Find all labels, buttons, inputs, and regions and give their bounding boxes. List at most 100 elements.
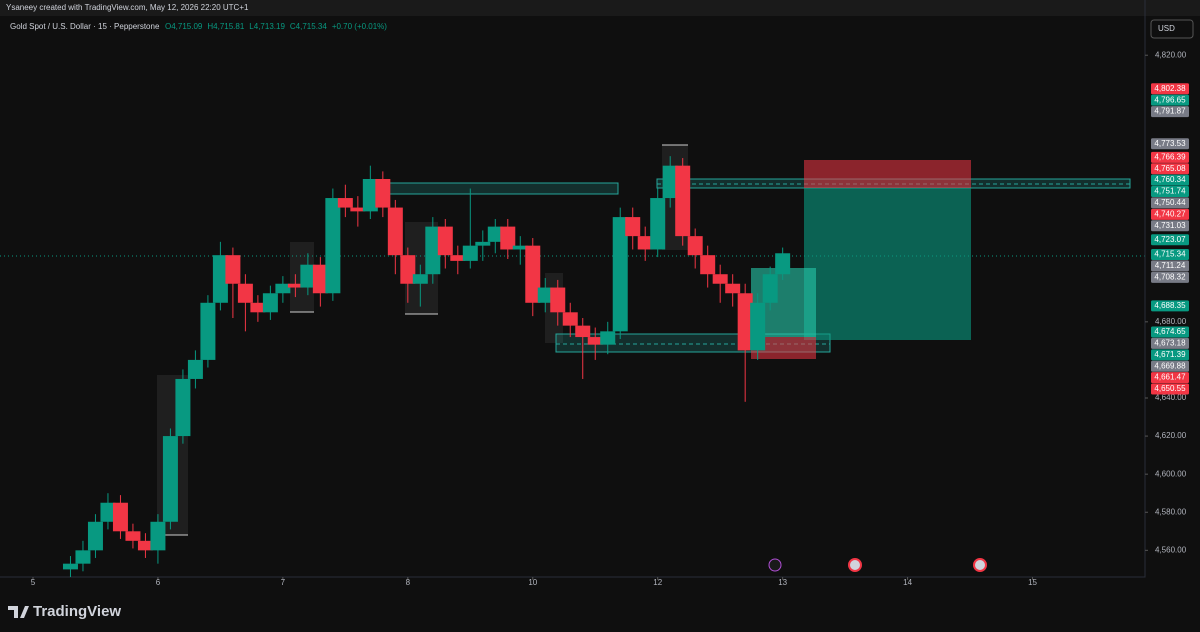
price-label-box (1151, 383, 1189, 395)
candle-body (537, 287, 553, 303)
x-tick-label: 12 (653, 578, 662, 587)
price-label-box (1151, 138, 1189, 150)
candle-body (375, 179, 391, 208)
price-label-box (1151, 174, 1189, 186)
price-label-box (1151, 326, 1189, 338)
candle-body (525, 245, 541, 303)
x-tick-label: 14 (903, 578, 912, 587)
candle-body (200, 302, 216, 360)
price-label-box (1151, 360, 1189, 372)
price-label: 4,715.34 (1154, 250, 1186, 259)
y-tick-label: 4,560.00 (1155, 545, 1187, 554)
candle-body (712, 274, 728, 284)
candle-body (162, 436, 178, 522)
price-label-box (1151, 260, 1189, 272)
candle-body (562, 312, 578, 326)
candle-body (362, 179, 378, 212)
top-bar (0, 0, 1200, 16)
symbol-title: Gold Spot / U.S. Dollar · 15 · Peppersto… (10, 22, 160, 31)
x-tick-label: 7 (281, 578, 286, 587)
price-label: 4,708.32 (1154, 272, 1186, 281)
candle-body (725, 283, 741, 294)
ohlc-value: H4,715.81 (207, 22, 244, 31)
candle-body (437, 226, 453, 256)
stop-zone[interactable] (751, 337, 816, 359)
x-tick-label: 8 (406, 578, 411, 587)
zone[interactable] (367, 182, 619, 195)
attribution: Ysaneey created with TradingView.com, Ma… (6, 3, 249, 12)
candle-body (425, 226, 441, 275)
candle-body (687, 236, 703, 256)
candle-body (287, 283, 303, 288)
stop-zone[interactable] (804, 160, 971, 188)
price-label: 4,760.34 (1154, 175, 1186, 184)
x-tick-label: 13 (778, 578, 787, 587)
price-label: 4,674.65 (1154, 327, 1186, 336)
candle-body (262, 293, 278, 313)
plot: 4,820.00 4,680.00 4,640.00 4,620.00 4,600.00… (0, 0, 1189, 587)
y-tick-label: 4,620.00 (1155, 431, 1187, 440)
price-label: 4,669.88 (1154, 361, 1186, 370)
event-icons (768, 558, 987, 572)
candle-body (637, 236, 653, 250)
candle-body (250, 302, 266, 313)
candle-body (650, 198, 666, 250)
event-icon[interactable] (768, 558, 782, 572)
target-zone[interactable] (804, 188, 971, 340)
currency-button[interactable] (1150, 19, 1194, 39)
event-icon[interactable] (973, 558, 987, 572)
y-tick-label: 4,680.00 (1155, 317, 1187, 326)
candle-body (100, 502, 116, 522)
price-label: 4,766.39 (1154, 152, 1186, 161)
candle-body (750, 302, 766, 351)
candle-body (112, 502, 128, 532)
y-tick-label: 4,580.00 (1155, 507, 1187, 516)
price-label-box (1151, 234, 1189, 246)
ohlc-value: O4,715.09 (165, 22, 203, 31)
x-axis-line (0, 0, 1146, 578)
candle-body (187, 359, 203, 379)
candle-body (175, 378, 191, 437)
price-label: 4,661.47 (1154, 373, 1186, 382)
candle-body (475, 241, 491, 246)
candle-body (300, 264, 316, 288)
candle-body (700, 255, 716, 275)
currency: USD (1158, 24, 1175, 33)
price-label: 4,765.08 (1154, 164, 1186, 173)
ohlc-value: +0.70 (+0.01%) (332, 22, 387, 31)
candle-body (575, 325, 591, 338)
candle-body (587, 337, 603, 345)
candle-body (612, 217, 628, 332)
x-tick-label: 15 (1028, 578, 1037, 587)
price-label: 4,740.27 (1154, 209, 1186, 218)
candle-body (625, 217, 641, 237)
candle-body (600, 331, 616, 345)
ohlc-value: C4,715.34 (290, 22, 327, 31)
price-label-box (1151, 349, 1189, 361)
price-label: 4,750.44 (1154, 198, 1186, 207)
x-tick-label: 6 (156, 578, 161, 587)
ohlc-value: L4,713.19 (249, 22, 285, 31)
candle-body (87, 521, 103, 551)
price-label-box (1151, 163, 1189, 175)
event-icon[interactable] (848, 558, 862, 572)
candle-body (237, 283, 253, 303)
candle-body (500, 226, 516, 250)
candle-body (312, 264, 328, 294)
price-label-box (1151, 186, 1189, 198)
candle-body (412, 274, 428, 284)
price-label: 4,650.55 (1154, 384, 1186, 393)
y-tick-label: 4,820.00 (1155, 50, 1187, 59)
candle-body (675, 165, 691, 237)
candle-body (225, 255, 241, 284)
candle-body (137, 540, 153, 551)
candle-body (125, 531, 141, 541)
candle-body (75, 550, 91, 564)
candle-body (462, 245, 478, 261)
price-label: 4,802.38 (1154, 84, 1186, 93)
price-label: 4,751.74 (1154, 187, 1186, 196)
candle-body (450, 255, 466, 261)
price-label: 4,711.24 (1155, 261, 1186, 270)
candle-body (350, 207, 366, 212)
price-label-box (1151, 337, 1189, 349)
